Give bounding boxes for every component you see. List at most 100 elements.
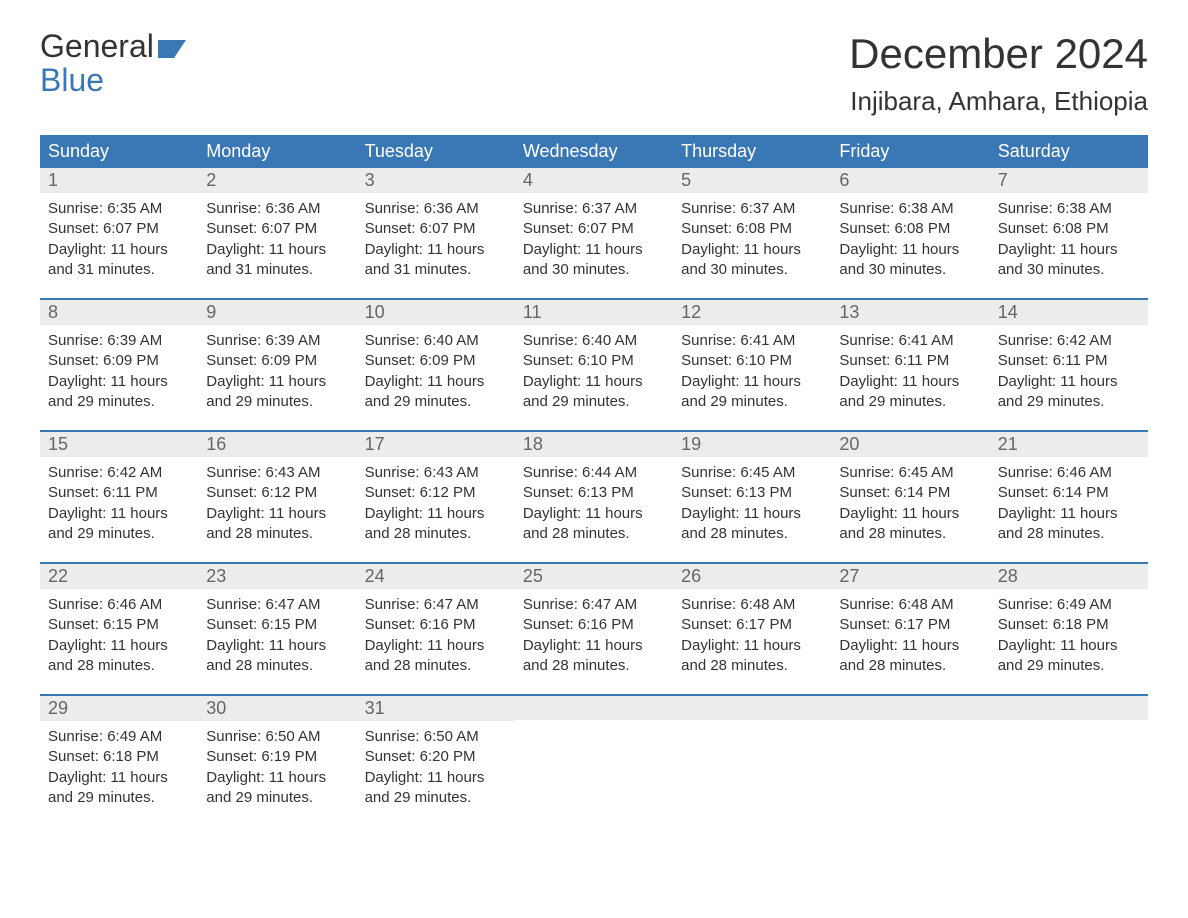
sunset-line: Sunset: 6:13 PM bbox=[681, 483, 823, 503]
daylight-line: Daylight: 11 hours and 29 minutes. bbox=[365, 768, 507, 809]
day-number: 20 bbox=[831, 432, 989, 457]
daylight-line: Daylight: 11 hours and 31 minutes. bbox=[48, 240, 190, 281]
day-number: 29 bbox=[40, 696, 198, 721]
day-body: Sunrise: 6:47 AMSunset: 6:16 PMDaylight:… bbox=[515, 589, 673, 680]
day-body: Sunrise: 6:45 AMSunset: 6:14 PMDaylight:… bbox=[831, 457, 989, 548]
sunset-line: Sunset: 6:12 PM bbox=[206, 483, 348, 503]
sunrise-line: Sunrise: 6:37 AM bbox=[681, 199, 823, 219]
day-body: Sunrise: 6:46 AMSunset: 6:14 PMDaylight:… bbox=[990, 457, 1148, 548]
page-header: General Blue December 2024 Injibara, Amh… bbox=[40, 30, 1148, 117]
day-cell: 25Sunrise: 6:47 AMSunset: 6:16 PMDayligh… bbox=[515, 564, 673, 680]
daylight-line: Daylight: 11 hours and 29 minutes. bbox=[206, 768, 348, 809]
sunset-line: Sunset: 6:11 PM bbox=[48, 483, 190, 503]
day-cell: 9Sunrise: 6:39 AMSunset: 6:09 PMDaylight… bbox=[198, 300, 356, 416]
sunset-line: Sunset: 6:10 PM bbox=[523, 351, 665, 371]
week-row: 8Sunrise: 6:39 AMSunset: 6:09 PMDaylight… bbox=[40, 298, 1148, 416]
day-body: Sunrise: 6:36 AMSunset: 6:07 PMDaylight:… bbox=[357, 193, 515, 284]
sunrise-line: Sunrise: 6:36 AM bbox=[206, 199, 348, 219]
day-body: Sunrise: 6:49 AMSunset: 6:18 PMDaylight:… bbox=[990, 589, 1148, 680]
weekday-wednesday: Wednesday bbox=[515, 135, 673, 168]
day-number bbox=[990, 696, 1148, 720]
day-number: 7 bbox=[990, 168, 1148, 193]
day-body: Sunrise: 6:44 AMSunset: 6:13 PMDaylight:… bbox=[515, 457, 673, 548]
daylight-line: Daylight: 11 hours and 29 minutes. bbox=[48, 372, 190, 413]
calendar-grid: Sunday Monday Tuesday Wednesday Thursday… bbox=[40, 135, 1148, 812]
daylight-line: Daylight: 11 hours and 28 minutes. bbox=[48, 636, 190, 677]
daylight-line: Daylight: 11 hours and 28 minutes. bbox=[681, 636, 823, 677]
day-cell: 12 Sunrise: 6:41 AMSunset: 6:10 PMDayligh… bbox=[673, 300, 831, 416]
day-number: 15 bbox=[40, 432, 198, 457]
day-body: Sunrise: 6:38 AMSunset: 6:08 PMDaylight:… bbox=[831, 193, 989, 284]
sunset-line: Sunset: 6:11 PM bbox=[998, 351, 1140, 371]
day-number: 27 bbox=[831, 564, 989, 589]
day-number: 25 bbox=[515, 564, 673, 589]
daylight-line: Daylight: 11 hours and 28 minutes. bbox=[681, 504, 823, 545]
sunset-line: Sunset: 6:17 PM bbox=[681, 615, 823, 635]
day-cell bbox=[515, 696, 673, 812]
day-body: Sunrise: 6:40 AMSunset: 6:09 PMDaylight:… bbox=[357, 325, 515, 416]
weekday-tuesday: Tuesday bbox=[357, 135, 515, 168]
day-cell: 24Sunrise: 6:47 AMSunset: 6:16 PMDayligh… bbox=[357, 564, 515, 680]
day-cell bbox=[673, 696, 831, 812]
daylight-line: Daylight: 11 hours and 31 minutes. bbox=[206, 240, 348, 281]
sunrise-line: Sunrise: 6:47 AM bbox=[523, 595, 665, 615]
day-number bbox=[831, 696, 989, 720]
day-number: 6 bbox=[831, 168, 989, 193]
day-number: 11 bbox=[515, 300, 673, 325]
daylight-line: Daylight: 11 hours and 29 minutes. bbox=[681, 372, 823, 413]
daylight-line: Daylight: 11 hours and 28 minutes. bbox=[839, 504, 981, 545]
sunrise-line: Sunrise: 6:42 AM bbox=[998, 331, 1140, 351]
week-row: 1Sunrise: 6:35 AMSunset: 6:07 PMDaylight… bbox=[40, 168, 1148, 284]
day-body: Sunrise: 6:45 AMSunset: 6:13 PMDaylight:… bbox=[673, 457, 831, 548]
day-body: Sunrise: 6:46 AMSunset: 6:15 PMDaylight:… bbox=[40, 589, 198, 680]
sunset-line: Sunset: 6:10 PM bbox=[681, 351, 823, 371]
day-number: 12 bbox=[673, 300, 831, 325]
sunrise-line: Sunrise: 6:37 AM bbox=[523, 199, 665, 219]
sunrise-line: Sunrise: 6:41 AM bbox=[681, 331, 823, 351]
sunrise-line: Sunrise: 6:44 AM bbox=[523, 463, 665, 483]
sunrise-line: Sunrise: 6:50 AM bbox=[206, 727, 348, 747]
day-body: Sunrise: 6:40 AMSunset: 6:10 PMDaylight:… bbox=[515, 325, 673, 416]
day-body: Sunrise: 6:47 AMSunset: 6:16 PMDaylight:… bbox=[357, 589, 515, 680]
sunset-line: Sunset: 6:09 PM bbox=[365, 351, 507, 371]
daylight-line: Daylight: 11 hours and 28 minutes. bbox=[365, 504, 507, 545]
weekday-sunday: Sunday bbox=[40, 135, 198, 168]
day-number bbox=[515, 696, 673, 720]
brand-word2: Blue bbox=[40, 64, 192, 98]
flag-icon bbox=[158, 36, 192, 58]
day-cell: 22Sunrise: 6:46 AMSunset: 6:15 PMDayligh… bbox=[40, 564, 198, 680]
daylight-line: Daylight: 11 hours and 28 minutes. bbox=[523, 636, 665, 677]
day-cell: 30Sunrise: 6:50 AMSunset: 6:19 PMDayligh… bbox=[198, 696, 356, 812]
daylight-line: Daylight: 11 hours and 28 minutes. bbox=[206, 504, 348, 545]
sunrise-line: Sunrise: 6:49 AM bbox=[48, 727, 190, 747]
day-cell: 7Sunrise: 6:38 AMSunset: 6:08 PMDaylight… bbox=[990, 168, 1148, 284]
day-number: 31 bbox=[357, 696, 515, 721]
sunrise-line: Sunrise: 6:38 AM bbox=[839, 199, 981, 219]
weekday-monday: Monday bbox=[198, 135, 356, 168]
daylight-line: Daylight: 11 hours and 30 minutes. bbox=[998, 240, 1140, 281]
sunset-line: Sunset: 6:13 PM bbox=[523, 483, 665, 503]
day-cell: 29Sunrise: 6:49 AMSunset: 6:18 PMDayligh… bbox=[40, 696, 198, 812]
day-body: Sunrise: 6:47 AMSunset: 6:15 PMDaylight:… bbox=[198, 589, 356, 680]
day-body: Sunrise: 6:35 AMSunset: 6:07 PMDaylight:… bbox=[40, 193, 198, 284]
weekday-header-row: Sunday Monday Tuesday Wednesday Thursday… bbox=[40, 135, 1148, 168]
sunrise-line: Sunrise: 6:43 AM bbox=[365, 463, 507, 483]
sunrise-line: Sunrise: 6:42 AM bbox=[48, 463, 190, 483]
daylight-line: Daylight: 11 hours and 28 minutes. bbox=[206, 636, 348, 677]
sunset-line: Sunset: 6:15 PM bbox=[206, 615, 348, 635]
day-cell: 16Sunrise: 6:43 AMSunset: 6:12 PMDayligh… bbox=[198, 432, 356, 548]
day-cell: 3Sunrise: 6:36 AMSunset: 6:07 PMDaylight… bbox=[357, 168, 515, 284]
day-number: 5 bbox=[673, 168, 831, 193]
sunrise-line: Sunrise: 6:48 AM bbox=[681, 595, 823, 615]
day-cell: 1Sunrise: 6:35 AMSunset: 6:07 PMDaylight… bbox=[40, 168, 198, 284]
week-row: 15Sunrise: 6:42 AMSunset: 6:11 PMDayligh… bbox=[40, 430, 1148, 548]
sunset-line: Sunset: 6:09 PM bbox=[48, 351, 190, 371]
sunset-line: Sunset: 6:08 PM bbox=[998, 219, 1140, 239]
day-body: Sunrise: 6:42 AMSunset: 6:11 PMDaylight:… bbox=[40, 457, 198, 548]
sunrise-line: Sunrise: 6:45 AM bbox=[681, 463, 823, 483]
sunrise-line: Sunrise: 6:46 AM bbox=[48, 595, 190, 615]
day-body: Sunrise: 6:43 AMSunset: 6:12 PMDaylight:… bbox=[198, 457, 356, 548]
weekday-friday: Friday bbox=[831, 135, 989, 168]
day-cell: 23Sunrise: 6:47 AMSunset: 6:15 PMDayligh… bbox=[198, 564, 356, 680]
daylight-line: Daylight: 11 hours and 28 minutes. bbox=[365, 636, 507, 677]
